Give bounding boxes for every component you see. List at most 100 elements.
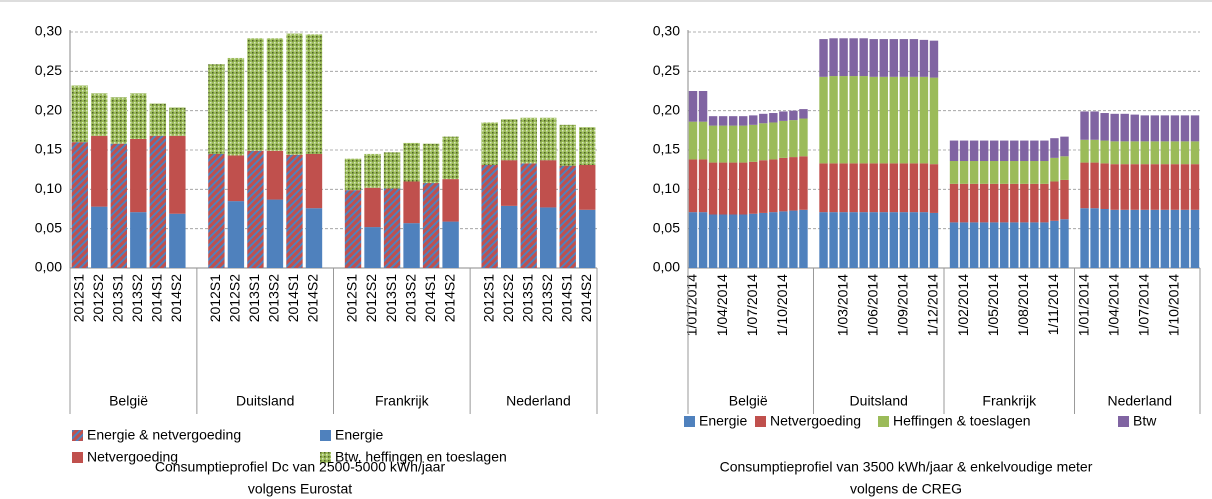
bar-segment	[859, 163, 868, 213]
bar-segment	[899, 76, 909, 164]
bar-segment	[728, 214, 738, 268]
bar-segment	[1020, 140, 1029, 162]
bar-segment	[91, 135, 108, 207]
bar-segment	[286, 154, 303, 268]
bar-segment	[305, 34, 323, 154]
bar-segment	[789, 120, 798, 158]
bar-segment	[759, 123, 768, 161]
bar-segment	[1000, 140, 1009, 162]
legend-swatch	[684, 416, 695, 427]
legend-swatch	[72, 452, 83, 463]
bar-segment	[799, 118, 808, 157]
bar-segment	[110, 97, 127, 144]
y-tick-label: 0,10	[653, 180, 680, 196]
bar-segment	[1050, 181, 1059, 221]
bar-segment	[403, 181, 420, 224]
x-tick-label: 1/04/2014	[1105, 274, 1121, 336]
bar-segment	[1060, 179, 1069, 220]
bar-segment	[1130, 164, 1139, 210]
bar-segment	[1030, 140, 1039, 162]
y-tick-label: 0,00	[653, 259, 680, 275]
bar-segment	[859, 76, 868, 164]
bar-segment	[979, 222, 989, 268]
bar-segment	[286, 33, 303, 155]
bar-segment	[540, 207, 557, 268]
bar-segment	[889, 212, 899, 268]
x-tick-label: 1/10/2014	[1166, 274, 1182, 336]
bar-segment	[1100, 113, 1109, 141]
bar-segment	[1120, 164, 1129, 210]
bar-segment	[1180, 209, 1190, 268]
bar-segment	[1030, 183, 1039, 223]
bar-segment	[979, 183, 989, 223]
bar-segment	[500, 205, 518, 268]
bar-segment	[949, 222, 959, 268]
bar-segment	[909, 76, 919, 164]
bar-segment	[364, 187, 381, 228]
x-tick-label: 2012S1	[344, 274, 360, 322]
bar-segment	[889, 39, 899, 77]
bar-segment	[799, 209, 808, 268]
bar-segment	[728, 162, 738, 215]
bar-segment	[899, 163, 909, 213]
bar-segment	[769, 159, 778, 213]
x-tick-label: 2013S1	[109, 274, 125, 322]
bar-segment	[789, 157, 798, 211]
bar-segment	[71, 85, 88, 143]
bar-segment	[1140, 141, 1150, 165]
bar-segment	[500, 160, 518, 206]
bar-segment	[789, 210, 798, 268]
bar-segment	[718, 125, 728, 163]
bar-segment	[208, 153, 225, 268]
bar-segment	[759, 212, 768, 268]
bar-segment	[1160, 209, 1170, 268]
bar-segment	[579, 209, 596, 268]
bar-segment	[520, 163, 537, 268]
x-tick-label: 2012S2	[227, 274, 243, 322]
bar-segment	[969, 222, 979, 268]
x-tick-label: 2014S2	[305, 274, 321, 322]
bar-segment	[799, 109, 808, 119]
bar-segment	[708, 162, 718, 215]
bar-segment	[949, 140, 959, 162]
bar-segment	[1150, 115, 1160, 142]
bar-segment	[1020, 222, 1029, 268]
bar-segment	[481, 122, 498, 165]
bar-segment	[1160, 115, 1170, 142]
bar-segment	[1170, 141, 1180, 165]
y-tick-label: 0,25	[653, 62, 680, 78]
bar-segment	[1110, 141, 1119, 165]
bar-segment	[899, 212, 909, 268]
bar-segment	[989, 140, 999, 162]
bar-segment	[422, 143, 440, 184]
bar-segment	[819, 39, 828, 77]
x-tick-label: 2012S2	[90, 274, 106, 322]
bar-segment	[1130, 141, 1139, 165]
bar-segment	[1080, 162, 1089, 209]
x-tick-label: 1/06/2014	[864, 274, 880, 336]
x-tick-label: 2013S1	[246, 274, 262, 322]
bar-segment	[208, 64, 225, 154]
group-label: Frankrijk	[375, 393, 430, 409]
bar-segment	[1170, 209, 1180, 268]
x-tick-label: 2014S1	[149, 274, 165, 322]
bar-segment	[698, 212, 708, 268]
x-tick-label: 2012S2	[500, 274, 516, 322]
legend-swatch	[320, 430, 331, 441]
bar-segment	[266, 38, 284, 151]
bar-segment	[364, 227, 381, 268]
bar-segment	[879, 163, 888, 213]
bar-segment	[1160, 164, 1170, 210]
bar-segment	[130, 212, 147, 268]
bar-segment	[879, 212, 888, 268]
bar-segment	[728, 125, 738, 163]
bar-segment	[579, 127, 596, 165]
group-label: Duitsland	[236, 393, 294, 409]
bar-segment	[1090, 139, 1099, 163]
bar-segment	[718, 162, 728, 215]
bar-segment	[1120, 209, 1129, 268]
bar-segment	[959, 222, 969, 268]
bar-segment	[1080, 139, 1089, 163]
bar-segment	[1130, 209, 1139, 268]
